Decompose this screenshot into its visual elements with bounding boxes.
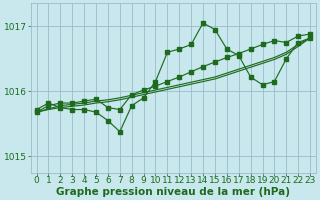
X-axis label: Graphe pression niveau de la mer (hPa): Graphe pression niveau de la mer (hPa) [56, 187, 290, 197]
